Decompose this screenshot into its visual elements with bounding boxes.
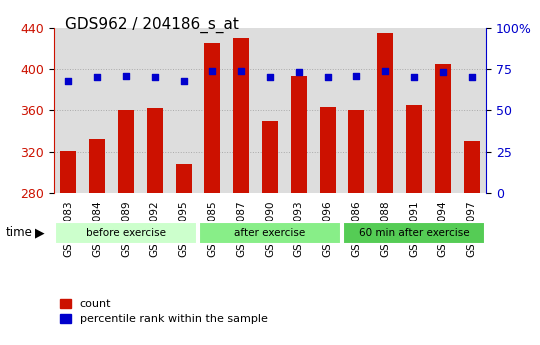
Bar: [320, 107, 335, 345]
Point: [64, 78, 73, 83]
Point: [294, 70, 303, 75]
Point: [467, 75, 476, 80]
Legend: count, percentile rank within the sample: count, percentile rank within the sample: [59, 299, 267, 324]
Point: [93, 75, 102, 80]
Point: [410, 75, 418, 80]
Bar: [464, 141, 480, 345]
Point: [438, 70, 447, 75]
Bar: [435, 64, 451, 345]
Point: [352, 73, 361, 78]
Point: [151, 75, 159, 80]
Text: after exercise: after exercise: [234, 228, 306, 238]
Bar: [118, 110, 134, 345]
Bar: [377, 33, 393, 345]
Text: before exercise: before exercise: [86, 228, 166, 238]
Point: [381, 68, 389, 73]
Bar: [176, 164, 192, 345]
Point: [122, 73, 130, 78]
Text: 60 min after exercise: 60 min after exercise: [359, 228, 469, 238]
Bar: [205, 43, 220, 345]
Text: ▶: ▶: [35, 226, 45, 239]
Bar: [60, 151, 76, 345]
Point: [208, 68, 217, 73]
Bar: [406, 105, 422, 345]
Text: time: time: [5, 226, 32, 239]
Text: GDS962 / 204186_s_at: GDS962 / 204186_s_at: [65, 17, 239, 33]
Point: [237, 68, 246, 73]
Bar: [348, 110, 364, 345]
Point: [266, 75, 274, 80]
FancyBboxPatch shape: [199, 222, 341, 244]
Bar: [262, 121, 278, 345]
Bar: [233, 38, 249, 345]
FancyBboxPatch shape: [343, 222, 485, 244]
Point: [323, 75, 332, 80]
Bar: [291, 76, 307, 345]
Point: [179, 78, 188, 83]
Bar: [147, 108, 163, 345]
Bar: [89, 139, 105, 345]
FancyBboxPatch shape: [55, 222, 197, 244]
